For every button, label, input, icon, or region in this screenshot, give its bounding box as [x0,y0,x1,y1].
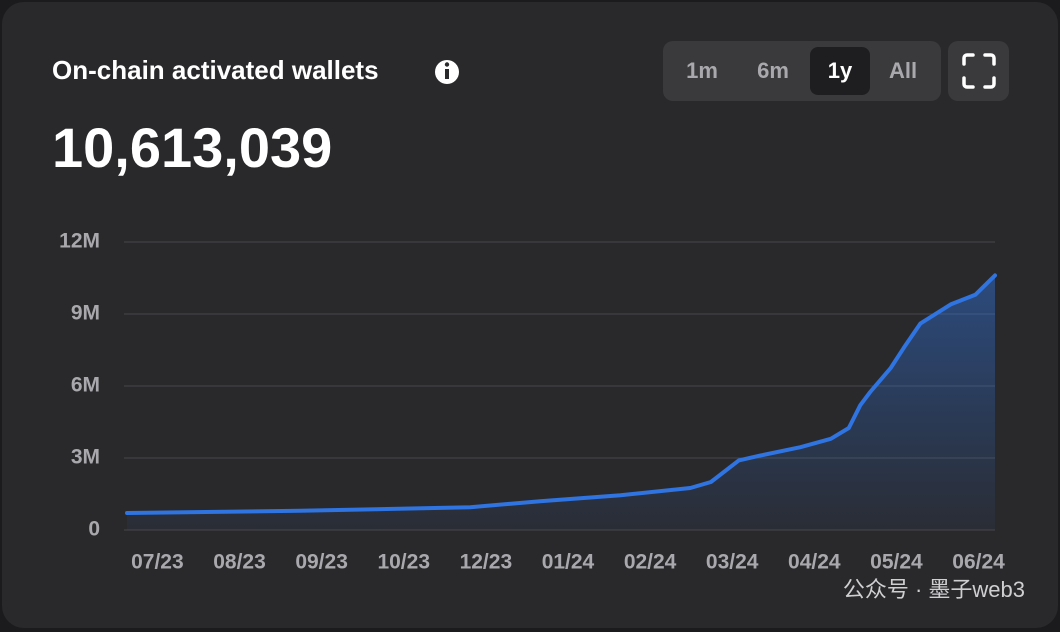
x-tick-label: 09/23 [295,551,348,574]
range-selected [810,47,870,95]
y-tick-label: 0 [88,518,100,541]
x-tick-label: 05/24 [870,551,923,574]
line [125,273,997,515]
x-tick-label: 10/23 [377,551,430,574]
y-tick-label: 9M [71,302,100,325]
range-button[interactable]: 1y [828,58,853,83]
chart-title: On-chain activated wallets [52,55,379,85]
y-tick-label: 3M [71,446,100,469]
x-tick-label: 12/23 [460,551,513,574]
x-tick-label: 08/23 [213,551,266,574]
x-tick-label: 07/23 [131,551,184,574]
y-tick-label: 6M [71,374,100,397]
x-tick-label: 06/24 [952,551,1005,574]
x-tick-label: 04/24 [788,551,841,574]
info-icon[interactable] [435,60,459,84]
headline-value: 10,613,039 [52,116,332,179]
fullscreen-button[interactable] [948,41,1009,101]
x-tick-label: 01/24 [542,551,595,574]
range-button[interactable]: 1m [686,58,718,83]
range-button[interactable]: All [889,58,917,83]
x-tick-label: 02/24 [624,551,677,574]
watermark: 公众号 · 墨子web3 [843,577,1025,602]
x-tick-label: 03/24 [706,551,759,574]
range-button[interactable]: 6m [757,58,789,83]
y-tick-label: 12M [59,230,100,253]
range-selector [663,41,941,101]
area-fill [127,275,995,530]
